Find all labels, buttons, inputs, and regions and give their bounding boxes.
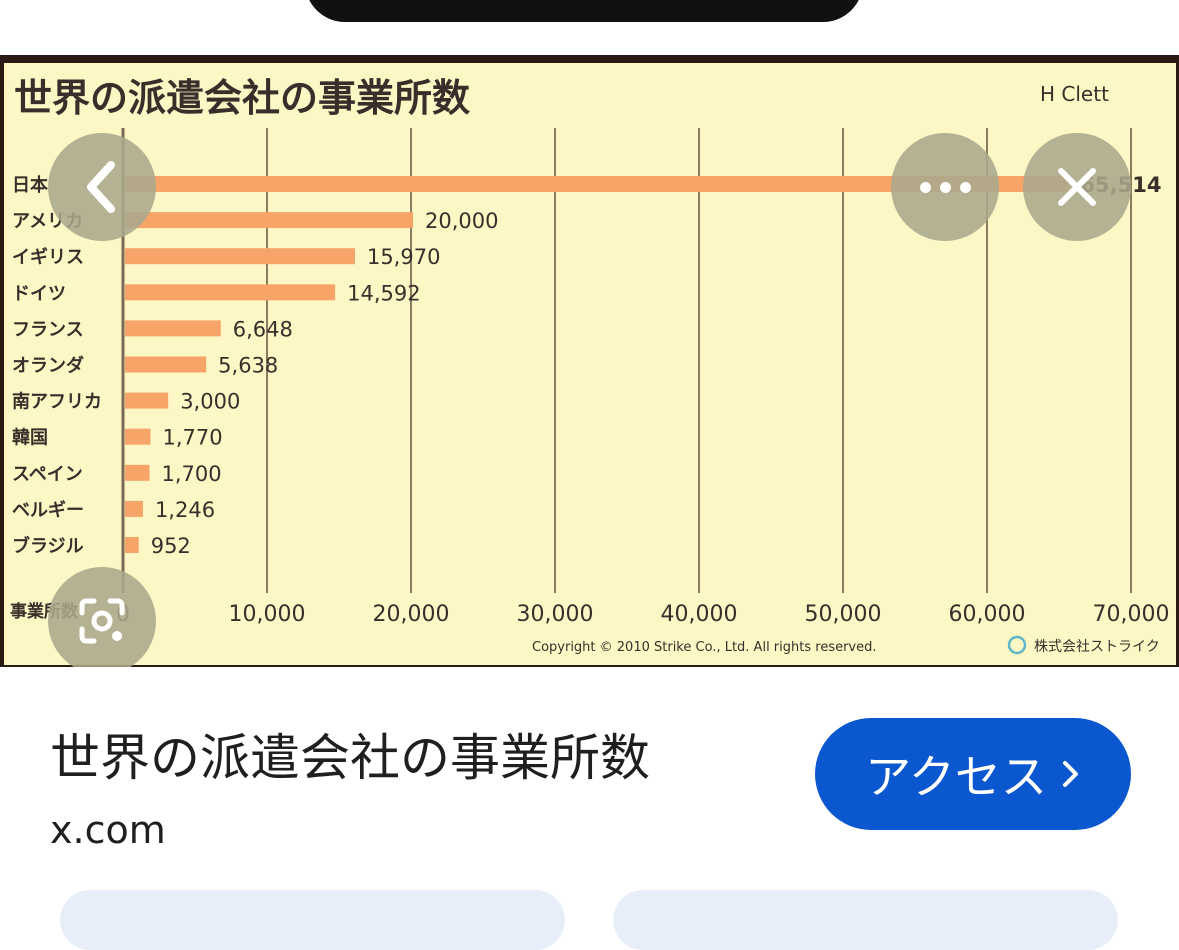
related-card[interactable] <box>613 890 1118 950</box>
access-button[interactable]: アクセス <box>815 718 1131 830</box>
data-label: 6,648 <box>233 317 293 341</box>
bar <box>125 464 150 481</box>
category-label: 南アフリカ <box>12 391 102 413</box>
x-tick-label: 50,000 <box>805 602 882 627</box>
category-label: ドイツ <box>12 283 66 304</box>
data-label: 1,700 <box>161 462 221 486</box>
bar <box>125 212 413 229</box>
top-media-pill <box>305 0 863 22</box>
category-label: イギリス <box>12 247 84 268</box>
close-button[interactable] <box>1023 133 1131 241</box>
related-card[interactable] <box>60 890 565 950</box>
bar <box>125 537 139 553</box>
data-label: 952 <box>151 534 191 558</box>
back-button[interactable] <box>48 133 156 241</box>
result-title[interactable]: 世界の派遣会社の事業所数 <box>50 729 650 787</box>
bar <box>125 356 207 373</box>
chart-title: 世界の派遣会社の事業所数 <box>14 76 470 120</box>
x-tick-label: 70,000 <box>1093 602 1170 627</box>
bar <box>125 320 221 337</box>
x-tick-label: 10,000 <box>229 602 306 627</box>
category-label: 韓国 <box>12 427 48 449</box>
bar <box>125 284 336 301</box>
chevron-left-icon <box>87 161 115 213</box>
chevron-right-icon <box>1062 761 1078 787</box>
category-label: フランス <box>12 319 84 340</box>
more-horizontal-icon <box>919 181 971 193</box>
result-source[interactable]: x.com <box>50 808 166 852</box>
company-logo-icon <box>1007 635 1027 655</box>
data-label: 14,592 <box>347 281 420 305</box>
chart-header-text: H Clett <box>1040 82 1109 106</box>
data-label: 5,638 <box>218 354 278 378</box>
x-tick-label: 40,000 <box>661 602 738 627</box>
close-icon <box>1058 168 1096 206</box>
data-label: 15,970 <box>367 245 440 269</box>
company-name: 株式会社ストライク <box>1034 639 1160 655</box>
bar <box>125 176 1069 192</box>
bar <box>125 428 151 445</box>
bar <box>125 392 169 409</box>
bar <box>125 248 355 265</box>
data-label: 1,246 <box>155 498 215 522</box>
more-options-button[interactable] <box>891 133 999 241</box>
category-label: ブラジル <box>12 535 84 557</box>
lens-search-button[interactable] <box>48 567 156 667</box>
access-button-label: アクセス <box>865 750 1047 804</box>
category-label: オランダ <box>12 355 84 377</box>
category-label: 日本 <box>12 174 48 196</box>
category-label: ベルギー <box>12 500 84 521</box>
bar <box>125 500 143 517</box>
copyright-text: Copyright © 2010 Strike Co., Ltd. All ri… <box>532 640 877 655</box>
x-tick-label: 60,000 <box>949 602 1026 627</box>
data-label: 20,000 <box>425 209 498 233</box>
lens-search-icon <box>79 598 125 644</box>
data-label: 1,770 <box>162 426 222 450</box>
x-tick-label: 20,000 <box>373 602 450 627</box>
data-label: 3,000 <box>180 390 240 414</box>
x-tick-label: 30,000 <box>517 602 594 627</box>
category-label: スペイン <box>12 464 83 485</box>
